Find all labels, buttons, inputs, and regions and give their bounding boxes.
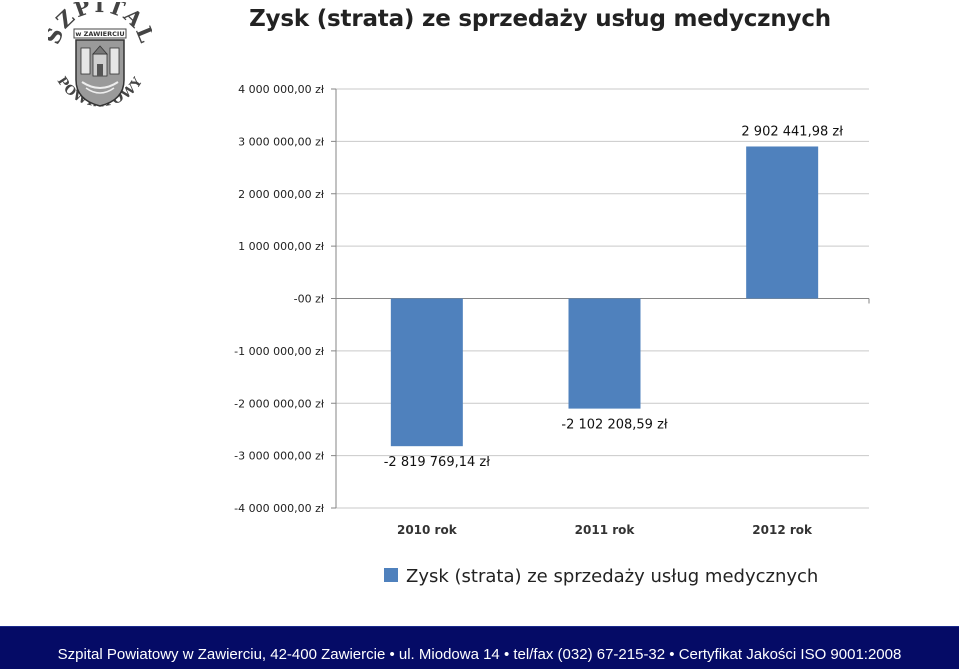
y-tick-label: -00 zł bbox=[294, 293, 325, 306]
logo-middle-text: w ZAWIERCIU bbox=[75, 30, 124, 38]
footer-text: Szpital Powiatowy w Zawierciu, 42-400 Za… bbox=[57, 646, 902, 663]
y-tick-label: -3 000 000,00 zł bbox=[234, 450, 325, 463]
data-label: 2 902 441,98 zł bbox=[741, 124, 843, 139]
bar-2012-rok bbox=[746, 146, 819, 299]
y-tick-label: -1 000 000,00 zł bbox=[234, 345, 325, 358]
bar-2011-rok bbox=[568, 298, 641, 409]
y-tick-label: 4 000 000,00 zł bbox=[238, 83, 325, 96]
hospital-logo: SZPITAL POWIATOWY w ZAWIERCIU bbox=[48, 2, 152, 110]
bar-2010-rok bbox=[390, 298, 463, 447]
data-label: -2 102 208,59 zł bbox=[561, 418, 667, 433]
legend-swatch bbox=[384, 568, 398, 582]
y-tick-label: -4 000 000,00 zł bbox=[234, 502, 325, 515]
x-tick-label: 2010 rok bbox=[397, 523, 458, 537]
data-label: -2 819 769,14 zł bbox=[384, 455, 490, 470]
y-tick-label: -2 000 000,00 zł bbox=[234, 397, 325, 410]
x-tick-label: 2012 rok bbox=[752, 523, 813, 537]
y-tick-label: 2 000 000,00 zł bbox=[238, 188, 325, 201]
bar-chart: 4 000 000,00 zł 3 000 000,00 zł 2 000 000,… bbox=[234, 83, 870, 587]
chart-title: Zysk (strata) ze sprzedaży usług medyczn… bbox=[249, 6, 831, 32]
x-tick-label: 2011 rok bbox=[575, 523, 636, 537]
legend-label: Zysk (strata) ze sprzedaży usług medyczn… bbox=[406, 566, 818, 587]
footer-bar: Szpital Powiatowy w Zawierciu, 42-400 Za… bbox=[0, 626, 959, 669]
y-tick-label: 1 000 000,00 zł bbox=[238, 240, 325, 253]
y-tick-label: 3 000 000,00 zł bbox=[238, 135, 325, 148]
